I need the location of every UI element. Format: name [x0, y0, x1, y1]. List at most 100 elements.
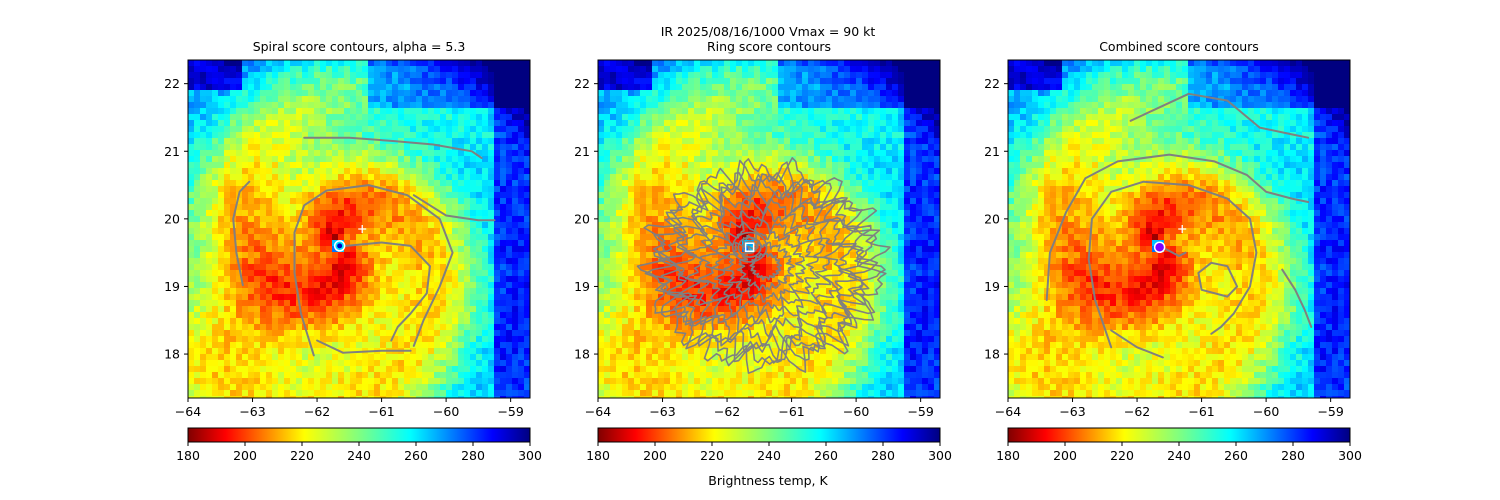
colorbar-tick-label: 280	[461, 448, 485, 463]
figure-suptitle: IR 2025/08/16/1000 Vmax = 90 kt	[661, 24, 876, 39]
eye-ring-0	[742, 240, 758, 254]
contour-line-1	[1110, 329, 1164, 359]
x-tick-label: −64	[995, 404, 1021, 419]
axes-frame	[187, 59, 531, 399]
eye-ring-2	[731, 231, 768, 263]
ring-contour-10	[636, 157, 891, 374]
contour-group	[1045, 92, 1313, 359]
center-square-marker	[744, 242, 755, 253]
x-tick-label: −63	[239, 404, 265, 419]
x-tick-label: −64	[175, 404, 201, 419]
x-tick-label: −60	[433, 404, 459, 419]
contour-line-4	[1165, 248, 1187, 257]
contour-group	[232, 136, 496, 357]
colorbar-tick-label: 220	[1110, 448, 1134, 463]
y-tick-label: 20	[984, 211, 1000, 226]
y-tick-label: 22	[984, 76, 1000, 91]
eye-ring-1	[737, 236, 762, 258]
center-circle-marker	[1153, 241, 1166, 254]
y-tick-label: 20	[164, 211, 180, 226]
panel-combined: Combined score contours −64 −63 −62 −61 −60 −5…	[984, 39, 1362, 463]
colorbar-tick-label: 220	[290, 448, 314, 463]
x-tick-label: −61	[368, 404, 394, 419]
x-tick-label: −64	[585, 404, 611, 419]
colorbar-tick-label: 200	[233, 448, 257, 463]
y-tick-label: 18	[984, 347, 1000, 362]
x-tick-label: −59	[1317, 404, 1343, 419]
y-tick-label: 19	[984, 279, 1000, 294]
x-tick-label: −63	[1059, 404, 1085, 419]
y-tick-label: 18	[164, 347, 180, 362]
colorbar	[187, 427, 531, 443]
colorbar	[597, 427, 941, 443]
colorbar-tick-label: 180	[996, 448, 1020, 463]
panel-title: Combined score contours	[1099, 39, 1259, 54]
colorbar-tick-label: 300	[518, 448, 542, 463]
y-tick-label: 19	[574, 279, 590, 294]
contour-group	[636, 157, 891, 374]
y-tick-label: 22	[574, 76, 590, 91]
contour-line-5	[1129, 92, 1310, 139]
ring-contour-1	[736, 241, 795, 292]
colorbar-tick-label: 260	[1224, 448, 1248, 463]
ring-contour-0	[749, 252, 782, 281]
x-tick-label: −59	[907, 404, 933, 419]
colorbar-tick-label: 260	[404, 448, 428, 463]
contour-line-4	[412, 194, 496, 222]
contour-line-0	[293, 184, 454, 357]
x-tick-label: −61	[1188, 404, 1214, 419]
panel-title: Ring score contours	[707, 39, 831, 54]
contour-line-5	[316, 339, 412, 354]
panel-ring: Ring score contours −64 −63 −62 −61 −60 −59 18 1…	[574, 39, 952, 463]
colorbar	[1007, 427, 1351, 443]
y-tick-label: 19	[164, 279, 180, 294]
ring-contour-5	[684, 197, 843, 338]
contour-line-1	[345, 241, 431, 342]
eye-marker-core	[337, 243, 343, 249]
colorbar-tick-label: 240	[1167, 448, 1191, 463]
x-tick-label: −62	[1124, 404, 1150, 419]
contour-line-3	[303, 136, 483, 159]
colorbar-tick-label: 180	[176, 448, 200, 463]
panel-spiral: Spiral score contours, alpha = 5.3 −64 −63…	[164, 39, 542, 463]
contour-line-2	[1045, 153, 1310, 301]
colorbar-tick-label: 260	[814, 448, 838, 463]
y-tick-label: 21	[984, 144, 1000, 159]
x-tick-label: −59	[497, 404, 523, 419]
panel-title: Spiral score contours, alpha = 5.3	[253, 39, 466, 54]
ir-image	[1008, 60, 1350, 398]
ring-contour-9	[644, 159, 886, 367]
colorbar-label: Brightness temp, K	[708, 473, 828, 488]
ring-contour-3	[711, 219, 820, 316]
y-tick-label: 20	[574, 211, 590, 226]
ir-image	[598, 60, 940, 398]
axes-frame	[1007, 59, 1351, 399]
ring-contour-8	[653, 171, 879, 363]
x-tick-label: −60	[1253, 404, 1279, 419]
colorbar-tick-label: 280	[1281, 448, 1305, 463]
axes-frame	[597, 59, 941, 399]
y-tick-label: 18	[574, 347, 590, 362]
x-tick-label: −60	[843, 404, 869, 419]
colorbar-tick-label: 200	[1053, 448, 1077, 463]
colorbar-tick-label: 300	[928, 448, 952, 463]
colorbar-tick-label: 200	[643, 448, 667, 463]
colorbar-tick-label: 280	[871, 448, 895, 463]
plus-marker	[358, 225, 367, 233]
y-tick-label: 22	[164, 76, 180, 91]
ring-contour-2	[723, 231, 806, 303]
contour-line-6	[1281, 268, 1313, 328]
colorbar-tick-label: 180	[586, 448, 610, 463]
x-tick-label: −61	[778, 404, 804, 419]
colorbar-tick-label: 240	[347, 448, 371, 463]
colorbar-tick-label: 240	[757, 448, 781, 463]
y-tick-label: 21	[164, 144, 180, 159]
colorbar-tick-label: 220	[700, 448, 724, 463]
contour-line-0	[1087, 180, 1258, 349]
x-tick-label: −63	[649, 404, 675, 419]
x-tick-label: −62	[714, 404, 740, 419]
contour-line-2	[232, 180, 251, 287]
colorbar-tick-label: 300	[1338, 448, 1362, 463]
ir-image	[188, 60, 530, 398]
